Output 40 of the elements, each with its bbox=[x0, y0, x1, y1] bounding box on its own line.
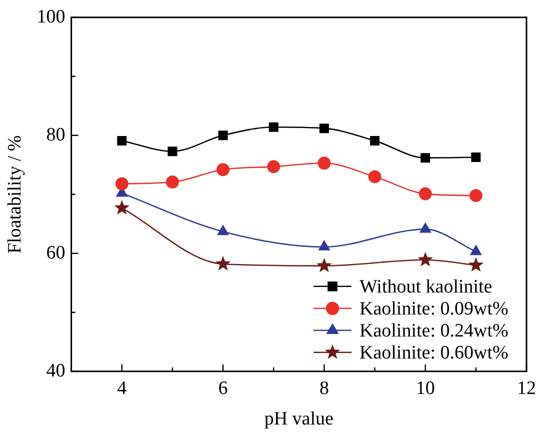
point bbox=[318, 156, 331, 170]
point bbox=[217, 225, 229, 236]
y-tick-label: 80 bbox=[46, 124, 66, 146]
point bbox=[216, 163, 230, 176]
legend-label: Kaolinite: 0.09wt% bbox=[360, 298, 508, 320]
x-tick-label: 8 bbox=[319, 378, 329, 399]
point bbox=[319, 124, 329, 134]
point bbox=[117, 136, 127, 146]
legend-label: Without kaolinite bbox=[360, 276, 492, 298]
y-tick-label: 40 bbox=[46, 360, 66, 382]
x-tick-label: 12 bbox=[517, 378, 536, 399]
legend-label: Kaolinite: 0.24wt% bbox=[360, 320, 508, 342]
point bbox=[370, 136, 380, 146]
point bbox=[268, 122, 278, 132]
point bbox=[368, 170, 382, 184]
y-tick-label: 60 bbox=[46, 242, 66, 264]
point bbox=[420, 153, 430, 163]
point bbox=[114, 200, 130, 214]
point bbox=[418, 252, 433, 266]
legend-label: Kaolinite: 0.60wt% bbox=[360, 342, 508, 364]
point bbox=[115, 177, 128, 190]
point bbox=[418, 187, 432, 200]
x-axis-title: pH value bbox=[264, 408, 334, 430]
point bbox=[469, 189, 482, 202]
point bbox=[420, 222, 432, 233]
point bbox=[316, 258, 332, 272]
point bbox=[471, 152, 481, 162]
point bbox=[470, 245, 482, 256]
point bbox=[318, 240, 330, 250]
point bbox=[166, 176, 179, 189]
x-tick-label: 6 bbox=[218, 378, 228, 399]
y-tick-label: 100 bbox=[36, 6, 66, 28]
point bbox=[468, 257, 484, 272]
point bbox=[168, 146, 178, 156]
y-axis-title: Floatability / % bbox=[4, 135, 26, 254]
point bbox=[267, 160, 280, 174]
point bbox=[215, 256, 231, 270]
point bbox=[218, 130, 228, 140]
x-tick-label: 4 bbox=[117, 378, 128, 399]
x-tick-label: 10 bbox=[416, 378, 435, 399]
